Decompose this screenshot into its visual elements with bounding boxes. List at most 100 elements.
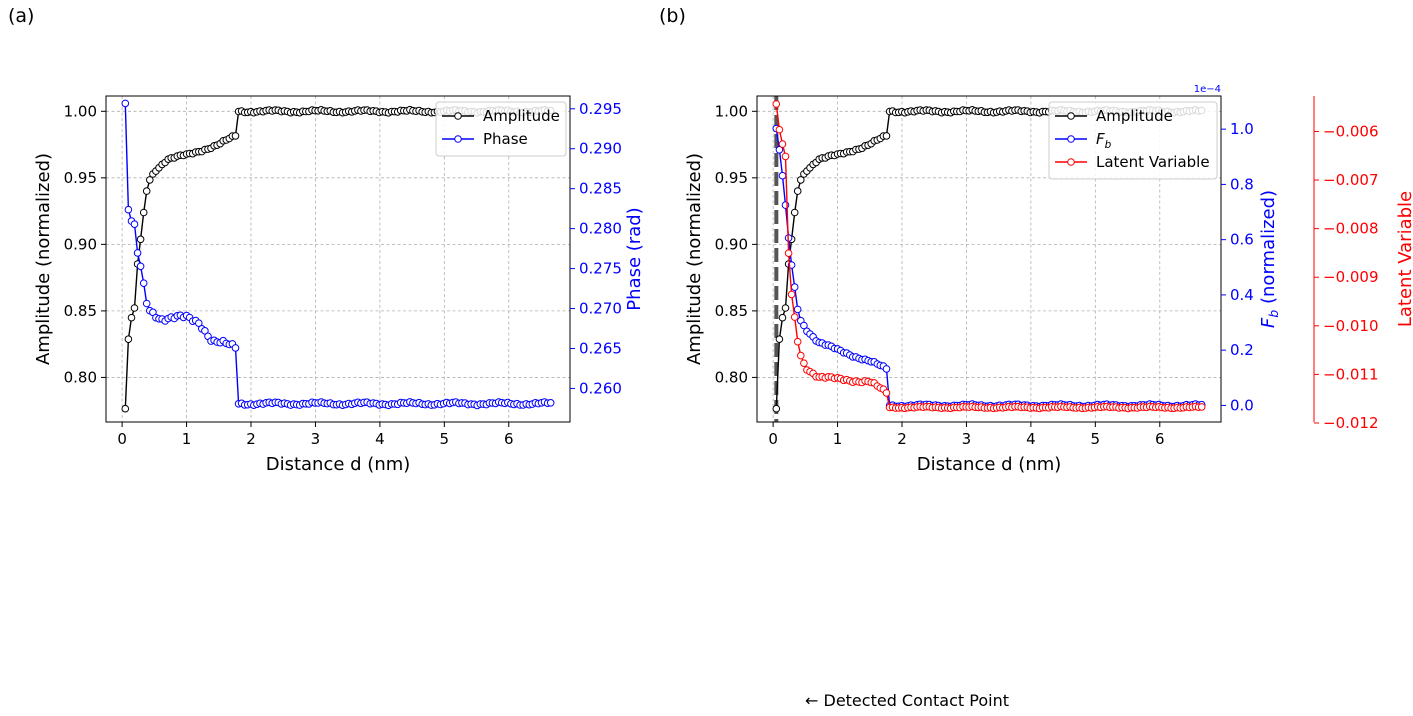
contact-point-annotation: ← Detected Contact Point <box>805 691 1009 710</box>
data-point-phase <box>124 205 133 214</box>
chart-panel-b: 0 1 2 3 4 5 6 0.80 0.85 0.90 0.95 1.00 0.0 0.2 0.4 0.6 0… <box>684 84 1413 475</box>
data-point-phase <box>121 99 130 108</box>
x-axis-label: Distance d (nm) <box>917 454 1062 475</box>
x-tick-label: 6 <box>1155 430 1165 448</box>
data-point-latent <box>775 125 784 134</box>
y2-tick-label: 1.0 <box>1230 120 1254 138</box>
data-point-amplitude <box>793 187 802 195</box>
data-point-latent <box>778 140 787 148</box>
y-tick-label: 1.00 <box>64 102 97 120</box>
data-point-amplitude <box>797 176 805 184</box>
y-tick-label: 0.90 <box>715 235 748 253</box>
y-tick-label: 0.85 <box>715 302 748 320</box>
y-tick-label: 0.95 <box>64 169 97 187</box>
y-tick-label: 0.80 <box>64 368 97 386</box>
data-point-amplitude <box>139 208 148 217</box>
y2-tick-label: 0.295 <box>579 100 622 118</box>
data-point-fb <box>793 305 802 314</box>
data-point-latent <box>781 152 790 161</box>
legend-marker-amplitude <box>454 112 462 120</box>
legend-label-fb: Fb <box>1096 130 1112 151</box>
y2-tick-label: 0.290 <box>579 140 622 158</box>
x-tick-label: 3 <box>962 430 972 448</box>
data-point-latent <box>784 249 793 257</box>
data-point-amplitude <box>781 304 790 312</box>
data-point-latent <box>1197 403 1206 411</box>
x-tick-label: 1 <box>182 430 192 448</box>
data-point-latent <box>772 100 781 108</box>
y-tick-label: 1.00 <box>715 102 748 120</box>
data-point-latent <box>790 313 799 321</box>
y2-offset-text: 1e−4 <box>1194 84 1221 95</box>
data-point-phase <box>546 399 555 407</box>
x-tick-label: 5 <box>1091 430 1101 448</box>
data-point-latent <box>882 389 891 397</box>
y3-tick-label: −0.009 <box>1323 268 1379 286</box>
data-point-phase <box>142 299 151 308</box>
x-tick-label: 1 <box>833 430 843 448</box>
data-point-latent <box>797 351 805 360</box>
data-point-phase <box>130 220 139 228</box>
panel-label-a: (a) <box>8 5 34 27</box>
legend-marker-latent <box>1067 158 1075 166</box>
legend-label-phase: Phase <box>483 130 528 148</box>
plot-frame <box>105 95 571 423</box>
y-tick-label: 0.95 <box>715 169 748 187</box>
x-tick-label: 4 <box>375 430 385 448</box>
y2-tick-label: 0.8 <box>1230 175 1254 193</box>
chart-panel-a: 0 1 2 3 4 5 6 0.80 0.85 0.90 0.95 1.00 0.260 0.265 0.2… <box>33 95 645 475</box>
data-point-amplitude <box>778 313 787 322</box>
x-tick-label: 0 <box>117 430 127 448</box>
data-point-latent <box>793 337 802 346</box>
data-point-amplitude <box>136 235 145 244</box>
y-tick-label: 0.80 <box>715 368 748 386</box>
legend-marker-amplitude <box>1067 112 1075 120</box>
y3-tick-label: −0.010 <box>1323 317 1379 335</box>
data-point-amplitude <box>146 176 154 184</box>
data-point-latent <box>787 290 796 299</box>
x-tick-label: 2 <box>897 430 907 448</box>
y-axis-label: Amplitude (normalized) <box>33 153 54 365</box>
data-point-amplitude <box>121 404 130 413</box>
x-axis-label: Distance d (nm) <box>266 454 411 475</box>
data-point-amplitude <box>790 208 799 217</box>
data-point-phase <box>201 327 209 335</box>
y2-tick-label: 0.4 <box>1230 286 1254 304</box>
data-point-latent <box>800 359 808 368</box>
y2-axis-label: Fb (normalized) <box>1258 190 1281 328</box>
legend-label-amplitude: Amplitude <box>1096 107 1173 125</box>
legend-box <box>1048 101 1218 180</box>
y2-tick-label: 0.285 <box>579 180 622 198</box>
plot-frame <box>756 95 1222 423</box>
data-point-amplitude <box>142 187 151 195</box>
data-point-fb <box>790 283 799 291</box>
x-tick-label: 2 <box>246 430 256 448</box>
data-point-fb <box>800 321 808 330</box>
data-point-amplitude <box>775 335 784 344</box>
data-point-fb <box>778 171 787 180</box>
y2-tick-label: 0.260 <box>579 379 622 397</box>
legend-marker-fb <box>1067 135 1075 143</box>
y3-tick-label: −0.008 <box>1323 220 1379 238</box>
x-tick-label: 5 <box>440 430 450 448</box>
x-tick-label: 0 <box>768 430 778 448</box>
y-tick-label: 0.85 <box>64 302 97 320</box>
y2-axis-label: Phase (rad) <box>624 207 645 310</box>
y2-tick-label: 0.280 <box>579 220 622 238</box>
data-point-phase <box>136 262 145 271</box>
data-point-fb <box>775 146 784 154</box>
data-point-amplitude <box>130 304 139 312</box>
x-tick-label: 6 <box>504 430 514 448</box>
data-point-phase <box>139 279 148 288</box>
legend-label-latent: Latent Variable <box>1096 153 1210 171</box>
data-point-fb <box>882 365 891 373</box>
y-axis-label: Amplitude (normalized) <box>684 153 705 365</box>
data-point-amplitude <box>127 313 136 322</box>
x-tick-label: 4 <box>1026 430 1036 448</box>
data-point-amplitude <box>124 335 133 344</box>
data-point-phase <box>231 344 240 352</box>
y2-tick-label: 0.265 <box>579 339 622 357</box>
data-point-amplitude <box>772 404 781 413</box>
y3-tick-label: −0.012 <box>1323 414 1379 432</box>
y2-tick-label: 0.2 <box>1230 341 1254 359</box>
